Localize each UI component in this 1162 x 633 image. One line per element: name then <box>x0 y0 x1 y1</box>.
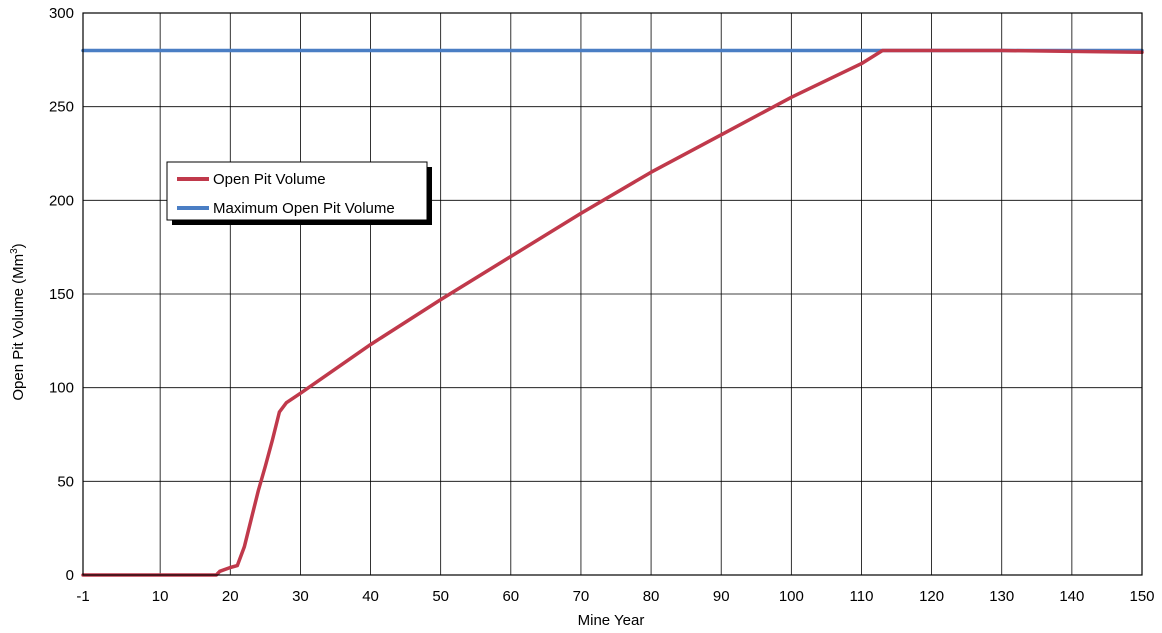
y-tick-labels: 0 50 100 150 200 250 300 <box>49 5 74 584</box>
y-tick-label: 300 <box>49 5 74 22</box>
x-tick-label: -1 <box>76 588 89 605</box>
x-tick-label: 40 <box>362 588 379 605</box>
series-line-open-pit-volume <box>81 48 1144 577</box>
x-tick-label: 150 <box>1129 588 1154 605</box>
x-tick-label: 90 <box>713 588 730 605</box>
plot-frame <box>82 12 1143 576</box>
x-tick-label: 70 <box>573 588 590 605</box>
x-tick-label: 110 <box>850 588 874 605</box>
x-tick-label: 100 <box>779 588 804 605</box>
y-tick-label: 0 <box>66 567 74 584</box>
legend-label-open-pit-volume: Open Pit Volume <box>213 171 326 188</box>
legend-box <box>166 161 428 221</box>
grid <box>82 12 1143 576</box>
x-tick-label: 20 <box>222 588 239 605</box>
legend: Open Pit Volume Maximum Open Pit Volume <box>166 161 432 225</box>
legend-label-maximum-open-pit-volume: Maximum Open Pit Volume <box>213 200 395 217</box>
y-tick-label: 250 <box>49 99 74 116</box>
y-tick-label: 150 <box>49 286 74 303</box>
y-tick-label: 100 <box>49 380 74 397</box>
x-tick-label: 50 <box>432 588 449 605</box>
y-tick-label: 50 <box>57 473 74 490</box>
x-axis-title: Mine Year <box>578 612 645 629</box>
x-tick-label: 140 <box>1059 588 1084 605</box>
series-layer <box>81 48 1144 577</box>
x-tick-label: 10 <box>152 588 169 605</box>
x-tick-label: 30 <box>292 588 309 605</box>
y-axis-title: Open Pit Volume (Mm3) <box>9 243 27 400</box>
x-tick-label: 80 <box>643 588 660 605</box>
x-tick-label: 120 <box>919 588 944 605</box>
y-tick-label: 200 <box>49 192 74 209</box>
x-tick-labels: -1 10 20 30 40 50 60 70 80 90 100 110 120 130 140 150 <box>76 588 1154 605</box>
x-tick-label: 130 <box>989 588 1014 605</box>
x-tick-label: 60 <box>502 588 519 605</box>
